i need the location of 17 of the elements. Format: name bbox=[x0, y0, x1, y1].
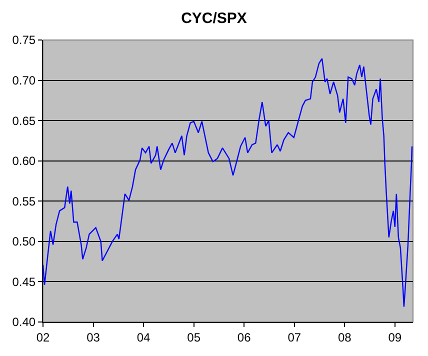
x-tick-label: 03 bbox=[86, 330, 100, 344]
y-tick-label: 0.75 bbox=[12, 33, 36, 48]
y-tick-label: 0.65 bbox=[12, 114, 36, 128]
x-tick-label: 04 bbox=[136, 330, 151, 344]
x-tick-label: 05 bbox=[187, 330, 201, 344]
x-tick-label: 07 bbox=[288, 330, 302, 344]
x-tick-label: 09 bbox=[388, 330, 402, 344]
y-tick-label: 0.40 bbox=[12, 315, 36, 330]
y-tick-label: 0.55 bbox=[12, 194, 36, 208]
y-tick-label: 0.45 bbox=[12, 274, 36, 289]
x-tick-label: 08 bbox=[338, 330, 352, 344]
x-tick-label: 06 bbox=[237, 330, 252, 344]
y-tick-label: 0.50 bbox=[12, 234, 36, 249]
y-tick-label: 0.60 bbox=[12, 154, 36, 168]
x-tick-label: 02 bbox=[36, 330, 50, 344]
chart-title: CYC/SPX bbox=[181, 10, 247, 27]
y-tick-label: 0.70 bbox=[12, 73, 36, 88]
